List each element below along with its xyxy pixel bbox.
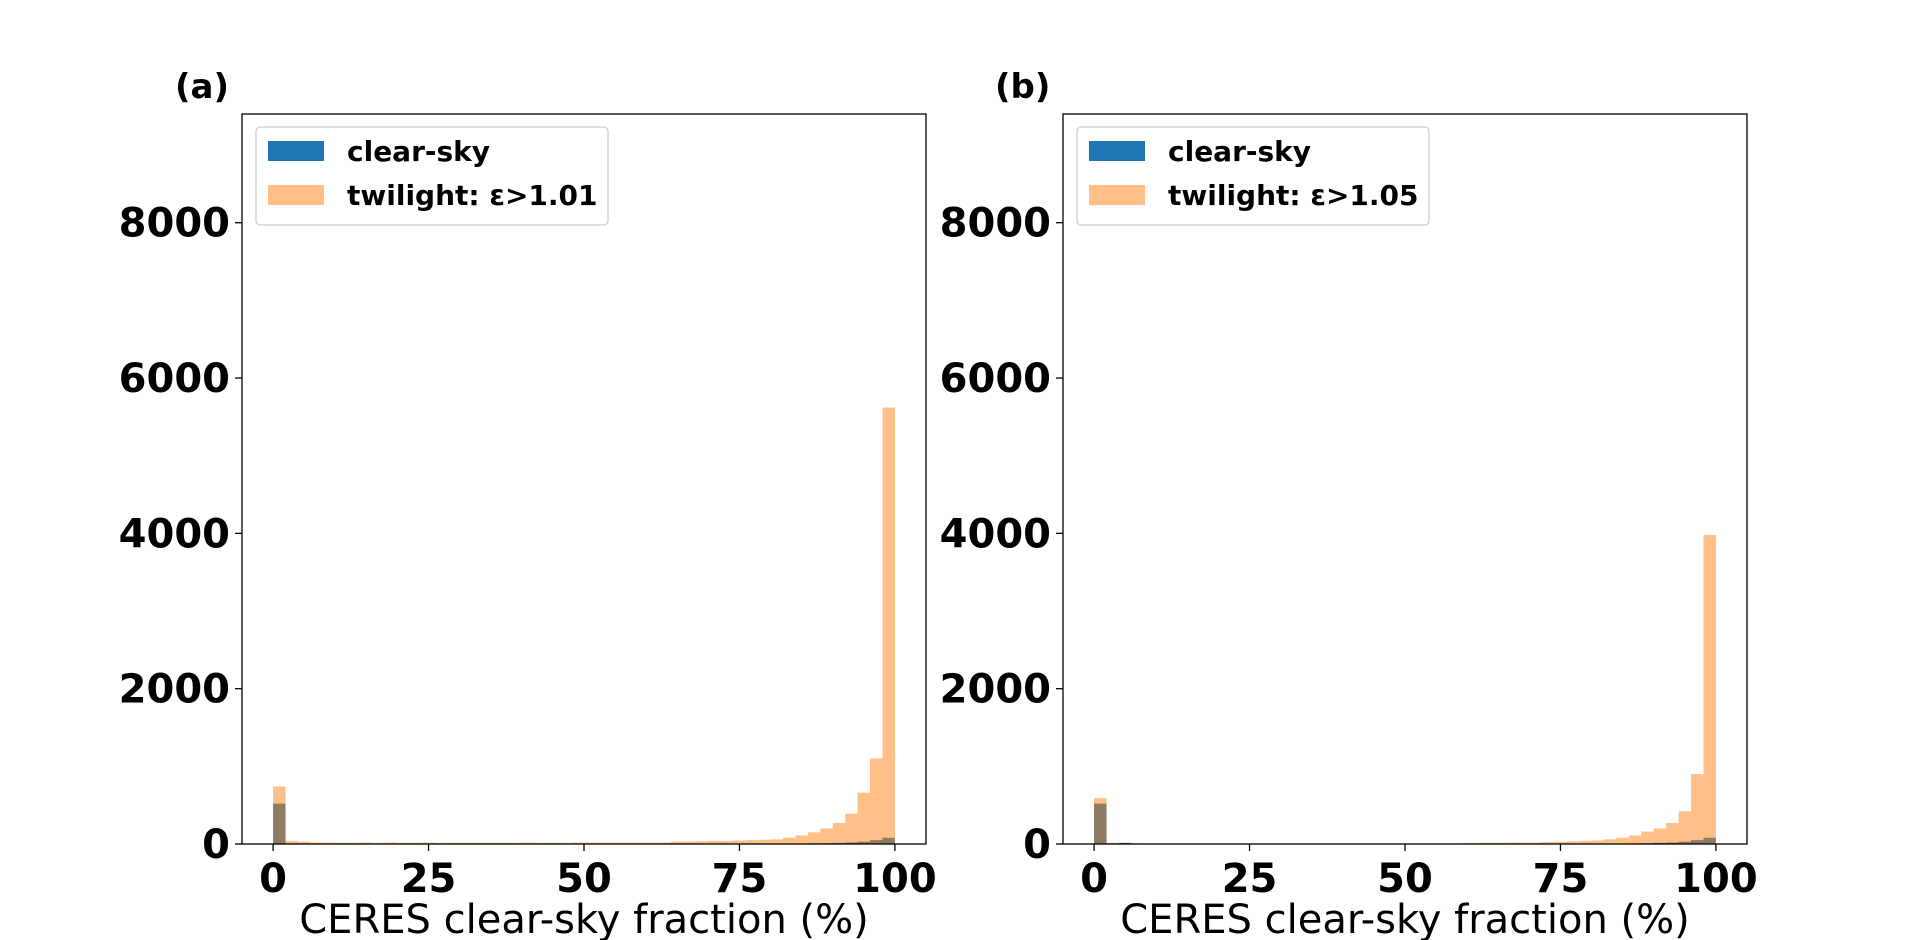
bar-twilight-48: [1691, 774, 1704, 844]
bar-twilight-37: [733, 840, 746, 844]
panel-a: (a) 0 25 50 75 100 0 2000 4000 6000 8000 CERES cl…: [119, 67, 937, 940]
y-tick-label: 4000: [119, 511, 230, 557]
x-tick-label: 0: [1080, 856, 1108, 902]
bar-twilight-38: [745, 840, 759, 844]
x-tick-label: 25: [401, 856, 457, 902]
bars-group: [273, 407, 895, 844]
bar-twilight-0: [273, 786, 286, 844]
bar-twilight-46: [845, 813, 858, 844]
bar-twilight-9: [385, 842, 398, 844]
bar-twilight-12: [422, 842, 435, 844]
bar-twilight-34: [1516, 842, 1530, 844]
bar-twilight-47: [857, 792, 871, 844]
bar-twilight-35: [708, 840, 721, 844]
legend-box: [1076, 126, 1430, 226]
y-tick-label: 2000: [119, 667, 230, 713]
bar-twilight-36: [1541, 842, 1555, 844]
legend-label-twilight: twilight: ε>1.01: [347, 179, 597, 212]
legend-swatch-twilight: [1089, 185, 1145, 205]
bar-twilight-43: [1628, 835, 1642, 844]
bar-twilight-7: [360, 842, 373, 844]
bar-twilight-31: [658, 842, 672, 844]
bar-twilight-32: [671, 841, 684, 844]
legend-swatch-clear-sky: [268, 141, 324, 161]
bar-twilight-36: [720, 840, 734, 844]
x-axis-label: CERES clear-sky fraction (%): [1120, 897, 1689, 940]
bar-twilight-37: [1554, 841, 1567, 844]
x-tick-label: 50: [556, 856, 612, 902]
x-tick-label: 50: [1377, 856, 1433, 902]
bar-twilight-39: [758, 839, 771, 844]
bar-twilight-45: [832, 823, 846, 844]
x-tick-label: 0: [259, 856, 287, 902]
bar-twilight-43: [807, 832, 821, 844]
legend-swatch-clear-sky: [1089, 141, 1145, 161]
x-tick-label: 25: [1222, 856, 1278, 902]
bar-twilight-1: [285, 840, 298, 844]
ticks-group: 0 25 50 75 100 0 2000 4000 6000 8000: [940, 201, 1758, 902]
y-tick-label: 6000: [940, 356, 1051, 402]
legend-label-clear-sky: clear-sky: [347, 135, 490, 168]
bar-twilight-28: [621, 842, 634, 844]
panel-label: (b): [995, 67, 1050, 107]
bar-twilight-38: [1566, 841, 1580, 844]
bar-twilight-46: [1666, 823, 1679, 844]
bar-twilight-24: [571, 842, 584, 844]
panel-label: (a): [175, 67, 229, 107]
legend: clear-sky twilight: ε>1.01: [255, 126, 609, 226]
legend-label-twilight: twilight: ε>1.05: [1168, 179, 1418, 212]
panel-b: (b) 0 25 50 75 100 0 2000 4000 6000 8000 CERES cl…: [940, 67, 1758, 940]
bar-twilight-48: [870, 758, 883, 844]
bar-twilight-41: [782, 837, 796, 844]
bar-twilight-33: [683, 841, 696, 844]
bar-twilight-35: [1529, 842, 1542, 844]
x-axis-label: CERES clear-sky fraction (%): [299, 897, 868, 940]
bar-twilight-49: [1703, 534, 1716, 844]
y-tick-label: 6000: [119, 356, 230, 402]
bar-twilight-47: [1678, 811, 1692, 844]
bar-twilight-27: [608, 842, 622, 844]
x-tick-label: 75: [1533, 856, 1589, 902]
bar-twilight-33: [1504, 842, 1517, 844]
bar-twilight-40: [770, 839, 783, 844]
bar-twilight-0: [1094, 798, 1107, 844]
x-tick-label: 75: [712, 856, 768, 902]
bar-twilight-45: [1653, 828, 1667, 844]
bar-twilight-39: [1579, 840, 1592, 844]
bar-twilight-44: [820, 828, 833, 844]
bar-twilight-2: [297, 841, 311, 844]
x-tick-label: 100: [853, 856, 937, 902]
bar-twilight-3: [310, 842, 323, 844]
y-tick-label: 0: [1023, 822, 1051, 868]
bar-twilight-29: [633, 842, 647, 844]
ticks-group: 0 25 50 75 100 0 2000 4000 6000 8000: [119, 201, 937, 902]
bar-twilight-20: [521, 842, 535, 844]
y-tick-label: 8000: [119, 201, 230, 247]
bar-twilight-42: [1616, 837, 1629, 844]
bar-twilight-44: [1641, 831, 1654, 844]
y-tick-label: 4000: [940, 511, 1051, 557]
y-tick-label: 2000: [940, 667, 1051, 713]
bar-twilight-26: [596, 842, 609, 844]
x-tick-label: 100: [1674, 856, 1758, 902]
legend-swatch-twilight: [268, 185, 324, 205]
bar-twilight-25: [584, 842, 597, 844]
y-tick-label: 0: [202, 822, 230, 868]
legend-box: [255, 126, 609, 226]
legend-label-clear-sky: clear-sky: [1168, 135, 1311, 168]
bar-twilight-41: [1603, 839, 1617, 844]
legend: clear-sky twilight: ε>1.05: [1076, 126, 1430, 226]
bar-twilight-40: [1591, 840, 1604, 844]
y-tick-label: 8000: [940, 201, 1051, 247]
bar-twilight-30: [646, 842, 659, 844]
bar-twilight-42: [795, 835, 808, 844]
bar-twilight-34: [695, 841, 709, 844]
bar-twilight-49: [882, 407, 895, 844]
bar-twilight-4: [322, 842, 336, 844]
